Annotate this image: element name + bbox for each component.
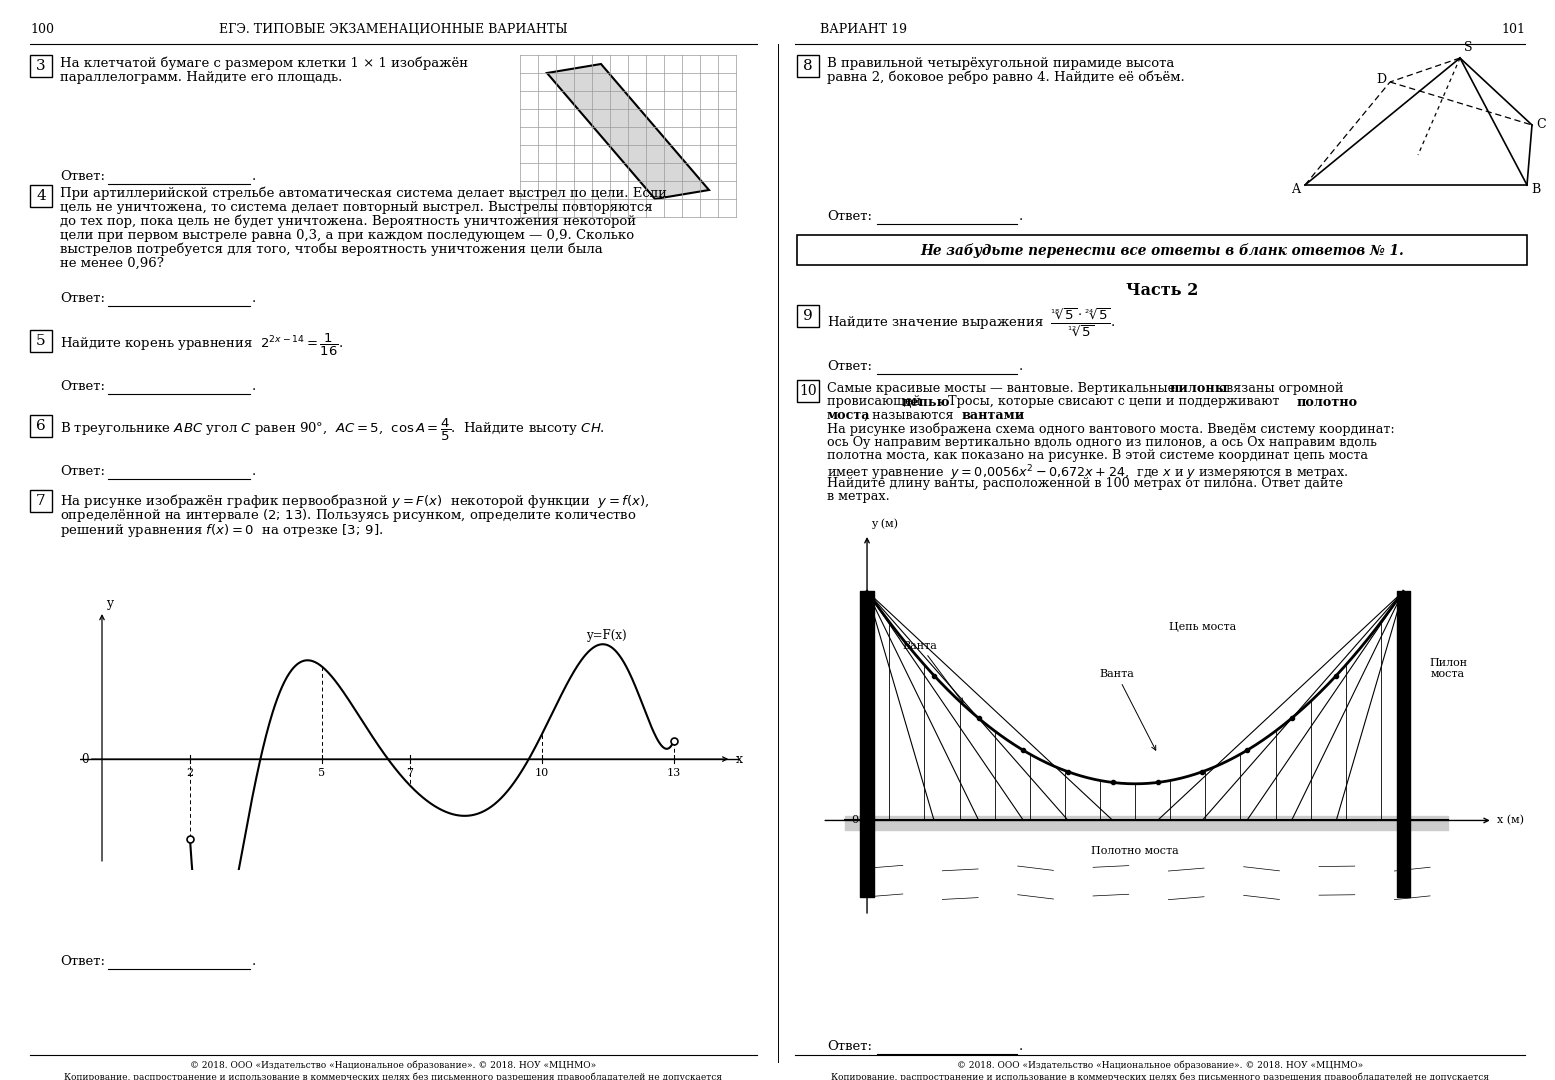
Text: 0: 0 <box>851 815 858 825</box>
Text: цель не уничтожена, то система делает повторный выстрел. Выстрелы повторяются: цель не уничтожена, то система делает по… <box>61 201 653 214</box>
Text: Ответ:: Ответ: <box>61 955 106 968</box>
Text: ВАРИАНТ 19: ВАРИАНТ 19 <box>819 23 907 36</box>
Text: равна 2, боковое ребро равно 4. Найдите её объём.: равна 2, боковое ребро равно 4. Найдите … <box>827 71 1185 84</box>
Text: .: . <box>252 380 257 393</box>
Text: Найдите корень уравнения  $2^{2x-14} = \dfrac{1}{16}$.: Найдите корень уравнения $2^{2x-14} = \d… <box>61 332 344 359</box>
Text: В правильной четырёхугольной пирамиде высота: В правильной четырёхугольной пирамиде вы… <box>827 57 1174 70</box>
Text: 100: 100 <box>30 23 54 36</box>
Text: 13: 13 <box>667 768 681 779</box>
Text: Полотно моста: Полотно моста <box>1092 846 1179 855</box>
Text: S: S <box>1463 41 1473 54</box>
Text: Ответ:: Ответ: <box>61 380 106 393</box>
Text: B: B <box>1532 183 1541 195</box>
Text: Ответ:: Ответ: <box>61 465 106 478</box>
Text: . Тросы, которые свисают с цепи и поддерживают: . Тросы, которые свисают с цепи и поддер… <box>941 395 1283 408</box>
Text: © 2018. ООО «Издательство «Национальное образование». © 2018. НОУ «МЦНМО»: © 2018. ООО «Издательство «Национальное … <box>190 1061 596 1070</box>
Text: A: A <box>1291 183 1300 195</box>
Bar <box>30 55 51 77</box>
Text: связаны огромной: связаны огромной <box>1214 382 1344 395</box>
Text: моста: моста <box>827 409 871 422</box>
Text: Цепь моста: Цепь моста <box>1168 622 1236 632</box>
Text: y (м): y (м) <box>871 518 899 529</box>
Text: Ванта: Ванта <box>903 640 963 703</box>
Text: .: . <box>1019 210 1023 222</box>
Text: вантами: вантами <box>963 409 1025 422</box>
Text: C: C <box>1536 119 1546 132</box>
Bar <box>798 55 819 77</box>
Bar <box>798 235 1527 265</box>
Text: Ванта: Ванта <box>1099 670 1155 751</box>
Bar <box>30 330 51 352</box>
Text: полотно: полотно <box>1297 395 1358 408</box>
Text: 3: 3 <box>36 59 45 73</box>
Text: , называются: , называются <box>865 409 958 422</box>
Text: определённой на интервале $\left(2;\,13\right)$. Пользуясь рисунком, определите : определённой на интервале $\left(2;\,13\… <box>61 507 636 524</box>
Text: параллелограмм. Найдите его площадь.: параллелограмм. Найдите его площадь. <box>61 71 342 84</box>
Text: Копирование, распространение и использование в коммерческих целях без письменног: Копирование, распространение и использов… <box>830 1072 1490 1080</box>
Text: Ответ:: Ответ: <box>61 292 106 305</box>
Text: Пилон
моста: Пилон моста <box>1429 658 1466 679</box>
Text: © 2018. ООО «Издательство «Национальное образование». © 2018. НОУ «МЦНМО»: © 2018. ООО «Издательство «Национальное … <box>956 1061 1364 1070</box>
Text: x: x <box>736 753 743 766</box>
Polygon shape <box>547 64 709 199</box>
Text: 7: 7 <box>36 494 45 508</box>
Text: 2: 2 <box>187 768 193 779</box>
Text: ось Oy направим вертикально вдоль одного из пилонов, а ось Ox направим вдоль: ось Oy направим вертикально вдоль одного… <box>827 436 1376 449</box>
Text: 5: 5 <box>36 334 45 348</box>
Text: до тех пор, пока цель не будет уничтожена. Вероятность уничтожения некоторой: до тех пор, пока цель не будет уничтожен… <box>61 215 636 229</box>
Text: D: D <box>1376 73 1386 86</box>
Text: y=F(x): y=F(x) <box>586 629 627 642</box>
Bar <box>798 380 819 402</box>
Text: На рисунке изображён график первообразной $y = F(x)$  некоторой функции  $y = f(: На рисунке изображён график первообразно… <box>61 492 650 510</box>
Text: 8: 8 <box>804 59 813 73</box>
Text: ЕГЭ. ТИПОВЫЕ ЭКЗАМЕНАЦИОННЫЕ ВАРИАНТЫ: ЕГЭ. ТИПОВЫЕ ЭКЗАМЕНАЦИОННЫЕ ВАРИАНТЫ <box>219 23 568 36</box>
Text: Самые красивые мосты — вантовые. Вертикальные: Самые красивые мосты — вантовые. Вертика… <box>827 382 1179 395</box>
Text: 10: 10 <box>799 384 816 399</box>
Text: имеет уравнение  $y = 0{,}0056x^2 - 0{,}672x + 24$,  где $x$ и $y$ измеряются в : имеет уравнение $y = 0{,}0056x^2 - 0{,}6… <box>827 463 1348 483</box>
Text: 0: 0 <box>81 753 89 766</box>
Text: .: . <box>252 465 257 478</box>
Text: Часть 2: Часть 2 <box>1126 282 1199 299</box>
Text: Ответ:: Ответ: <box>827 1040 872 1053</box>
Text: .: . <box>1017 409 1022 422</box>
Text: не менее 0,96?: не менее 0,96? <box>61 257 163 270</box>
Text: 7: 7 <box>406 768 414 779</box>
Text: цели при первом выстреле равна 0,3, а при каждом последующем — 0,9. Сколько: цели при первом выстреле равна 0,3, а пр… <box>61 229 634 242</box>
Text: решений уравнения $f(x) = 0$  на отрезке $\left[3;\,9\right]$.: решений уравнения $f(x) = 0$ на отрезке … <box>61 522 383 539</box>
Text: выстрелов потребуется для того, чтобы вероятность уничтожения цели была: выстрелов потребуется для того, чтобы ве… <box>61 243 603 256</box>
Text: Копирование, распространение и использование в коммерческих целях без письменног: Копирование, распространение и использов… <box>64 1072 722 1080</box>
Text: Найдите длину ванты, расположенной в 100 метрах от пилона. Ответ дайте: Найдите длину ванты, расположенной в 100… <box>827 476 1344 489</box>
Text: цепью: цепью <box>902 395 950 408</box>
Bar <box>30 415 51 437</box>
Text: На рисунке изображена схема одного вантового моста. Введём систему координат:: На рисунке изображена схема одного ванто… <box>827 422 1395 436</box>
Text: .: . <box>252 292 257 305</box>
Text: в метрах.: в метрах. <box>827 490 889 503</box>
Text: При артиллерийской стрельбе автоматическая система делает выстрел по цели. Если: При артиллерийской стрельбе автоматическ… <box>61 187 667 201</box>
Text: пилоны: пилоны <box>1169 382 1228 395</box>
Text: Не забудьте перенести все ответы в бланк ответов № 1.: Не забудьте перенести все ответы в бланк… <box>921 243 1404 257</box>
Text: 4: 4 <box>36 189 47 203</box>
Text: .: . <box>1019 1040 1023 1053</box>
Text: На клетчатой бумаге с размером клетки 1 × 1 изображён: На клетчатой бумаге с размером клетки 1 … <box>61 57 468 70</box>
Text: .: . <box>252 955 257 968</box>
Text: полотна моста, как показано на рисунке. В этой системе координат цепь моста: полотна моста, как показано на рисунке. … <box>827 449 1368 462</box>
Bar <box>30 490 51 512</box>
Text: 5: 5 <box>319 768 325 779</box>
Text: Ответ:: Ответ: <box>61 170 106 183</box>
Text: 10: 10 <box>535 768 549 779</box>
Text: .: . <box>252 170 257 183</box>
Text: 9: 9 <box>802 309 813 323</box>
Bar <box>30 185 51 207</box>
Text: 101: 101 <box>1501 23 1525 36</box>
Text: Ответ:: Ответ: <box>827 360 872 373</box>
Text: .: . <box>1019 360 1023 373</box>
Text: провисающей: провисающей <box>827 395 925 408</box>
Text: Ответ:: Ответ: <box>827 210 872 222</box>
Text: Найдите значение выражения  $\dfrac{\sqrt[18]{5}\cdot\sqrt[24]{5}}{\sqrt[12]{5}}: Найдите значение выражения $\dfrac{\sqrt… <box>827 307 1115 339</box>
Text: В треугольнике $\mathit{ABC}$ угол $\mathit{C}$ равен 90°,  $\mathit{AC} = 5$,  : В треугольнике $\mathit{ABC}$ угол $\mat… <box>61 417 605 443</box>
Bar <box>798 305 819 327</box>
Text: 6: 6 <box>36 419 47 433</box>
Text: x (м): x (м) <box>1497 815 1524 825</box>
Text: y: y <box>106 597 114 610</box>
